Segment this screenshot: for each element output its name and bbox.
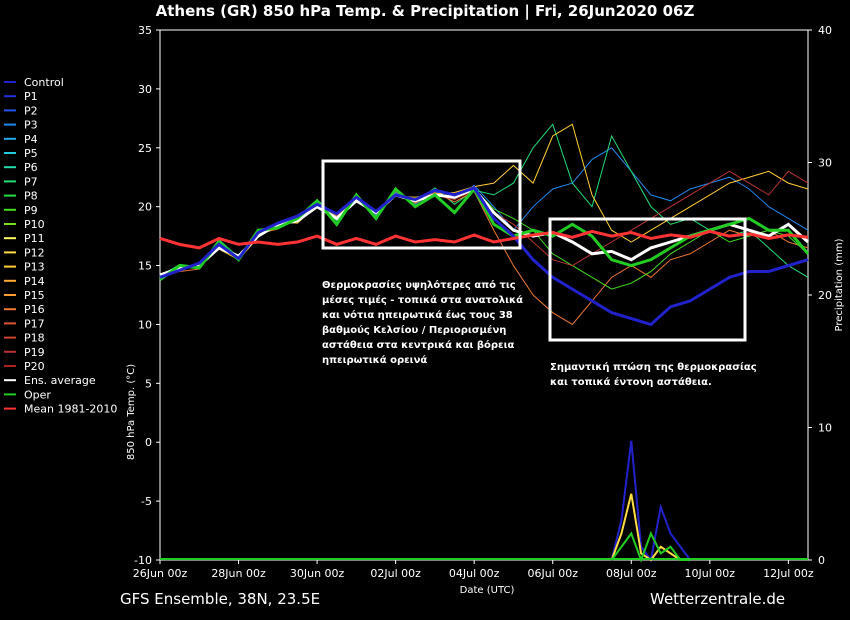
y-tick-label: 5 — [145, 377, 152, 390]
y-tick-label: 15 — [138, 260, 152, 273]
legend-item: P13 — [24, 261, 45, 274]
legend-item: Mean 1981-2010 — [24, 403, 117, 416]
series-line-mean-1981-2010 — [159, 229, 809, 250]
x-tick-label: 30Jun 00z — [290, 567, 345, 580]
x-tick-label: 04Jul 00z — [449, 567, 500, 580]
chart-title: Athens (GR) 850 hPa Temp. & Precipitatio… — [155, 2, 695, 20]
annotation-boxes — [321, 159, 747, 342]
legend-item: P6 — [24, 161, 38, 174]
y-tick-label: -5 — [141, 495, 152, 508]
legend-item: Ens. average — [24, 374, 96, 387]
x-tick-label: 08Jul 00z — [606, 567, 657, 580]
annotation-text-1: Θερμοκρασίες υψηλότερες από τις μέσες τι… — [322, 280, 523, 366]
annotation-box-1 — [321, 159, 522, 250]
y2-axis-label: Precipitation (mm) — [834, 238, 845, 331]
annotation-text-2: Σημαντική πτώση της θερμοκρασίας και τοπ… — [550, 362, 757, 388]
x-tick-label: 06Jul 00z — [527, 567, 578, 580]
precip-line-control — [610, 440, 691, 563]
legend-item: P4 — [24, 133, 38, 146]
legend-item: P19 — [24, 346, 45, 359]
legend-item: P7 — [24, 175, 38, 188]
footer-source: Wetterzentrale.de — [650, 590, 786, 608]
legend-item: P3 — [24, 119, 38, 132]
legend-item: P10 — [24, 218, 45, 231]
y-tick-label: 0 — [145, 436, 152, 449]
series-lines — [159, 123, 810, 563]
legend-item: P12 — [24, 246, 45, 259]
y-tick-label: 35 — [138, 24, 152, 37]
legend-item: P8 — [24, 190, 38, 203]
x-tick-label: 28Jun 00z — [211, 567, 266, 580]
x-tick-label: 10Jul 00z — [685, 567, 736, 580]
y2-tick-label: 10 — [818, 422, 832, 435]
precip-line-oper — [610, 530, 691, 563]
y-tick-label: 25 — [138, 142, 152, 155]
series-line-p19 — [159, 170, 809, 277]
annotation-box-2 — [548, 217, 747, 342]
legend-item: P15 — [24, 289, 45, 302]
y-tick-label: 20 — [138, 201, 152, 214]
y-tick-label: 10 — [138, 318, 152, 331]
legend-item: P2 — [24, 104, 38, 117]
y-axis-label: 850 hPa Temp. (°C) — [126, 364, 137, 460]
legend-item: P17 — [24, 317, 45, 330]
legend-item: P14 — [24, 275, 45, 288]
legend-item: P1 — [24, 90, 38, 103]
y-tick-label: 30 — [138, 83, 152, 96]
axes: 35 30 25 20 15 10 5 0 -5 -10 40 30 20 10 0 26Jun 00z 28J… — [133, 24, 832, 580]
legend-item: P20 — [24, 360, 45, 373]
x-tick-label: 26Jun 00z — [133, 567, 188, 580]
legend-item: Control — [24, 76, 64, 89]
legend-item: Oper — [24, 388, 51, 401]
y2-tick-label: 30 — [818, 157, 832, 170]
footer-model-info: GFS Ensemble, 38N, 23.5E — [120, 590, 321, 608]
legend-item: P5 — [24, 147, 38, 160]
legend-item: P18 — [24, 332, 45, 345]
legend-item: P11 — [24, 232, 45, 245]
legend-item: P9 — [24, 204, 38, 217]
series-line-control — [159, 186, 809, 327]
x-axis-label: Date (UTC) — [460, 585, 515, 596]
legend-item: P16 — [24, 303, 45, 316]
x-tick-label: 02Jul 00z — [370, 567, 421, 580]
y2-tick-label: 40 — [818, 24, 832, 37]
y-tick-label: -10 — [134, 554, 152, 567]
y2-tick-label: 20 — [818, 289, 832, 302]
x-tick-label: 12Jul 00z — [763, 567, 814, 580]
y2-tick-label: 0 — [818, 554, 825, 567]
